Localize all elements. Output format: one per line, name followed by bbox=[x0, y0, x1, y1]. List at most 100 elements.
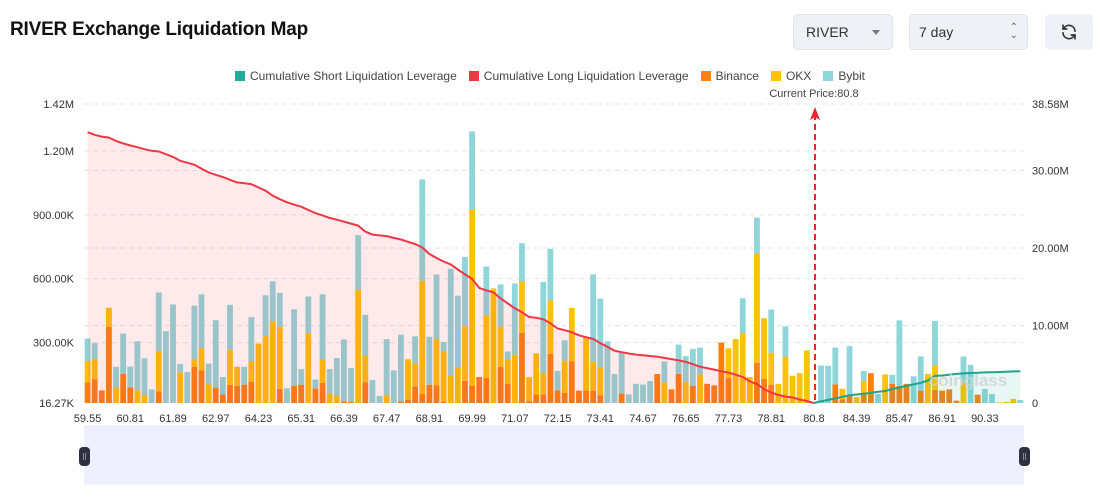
bar-bybit bbox=[519, 243, 525, 282]
bar-bybit bbox=[184, 372, 191, 403]
bar-bybit bbox=[426, 336, 433, 385]
legend-item-bybit[interactable]: Bybit bbox=[823, 69, 865, 83]
bar-binance bbox=[832, 384, 839, 403]
bar-okx bbox=[775, 383, 782, 403]
bar-okx bbox=[276, 326, 283, 389]
bar-bybit bbox=[846, 346, 853, 395]
bar-okx bbox=[932, 365, 938, 390]
bar-okx bbox=[355, 289, 362, 403]
bar-okx bbox=[205, 384, 212, 403]
bar-bybit bbox=[825, 365, 832, 403]
bar-binance bbox=[476, 377, 483, 403]
x-axis-tick-label: 74.67 bbox=[629, 413, 657, 425]
legend-label: Cumulative Long Liquidation Leverage bbox=[483, 69, 689, 83]
bar-binance bbox=[554, 390, 561, 403]
bar-bybit bbox=[134, 341, 141, 390]
bar-okx bbox=[113, 387, 119, 403]
symbol-select[interactable]: RIVER bbox=[793, 14, 893, 50]
x-axis-tick-label: 77.73 bbox=[715, 413, 743, 425]
bar-bybit bbox=[782, 326, 789, 357]
bar-bybit bbox=[682, 356, 689, 382]
refresh-icon bbox=[1062, 24, 1076, 40]
x-axis-tick-label: 90.33 bbox=[971, 413, 999, 425]
bar-binance bbox=[583, 390, 589, 403]
bar-bybit bbox=[739, 298, 746, 334]
bar-binance bbox=[618, 393, 625, 403]
bar-bybit bbox=[383, 339, 390, 396]
legend-label: OKX bbox=[785, 69, 812, 83]
bar-binance bbox=[469, 385, 476, 403]
bar-okx bbox=[739, 333, 746, 403]
bar-binance bbox=[462, 380, 468, 403]
legend-swatch bbox=[468, 71, 479, 81]
bar-bybit bbox=[148, 389, 155, 403]
bar-okx bbox=[504, 359, 511, 385]
bar-okx bbox=[447, 375, 454, 403]
bar-okx bbox=[177, 372, 184, 403]
bar-binance bbox=[219, 394, 226, 403]
bar-okx bbox=[255, 343, 262, 403]
right-axis-tick-label: 10.00M bbox=[1032, 320, 1069, 332]
x-axis-tick-label: 84.39 bbox=[843, 413, 871, 425]
x-axis-tick-label: 61.89 bbox=[159, 413, 187, 425]
x-axis-tick-label: 71.07 bbox=[501, 413, 529, 425]
range-select[interactable]: 7 day ⌃ ⌄ bbox=[909, 14, 1028, 50]
bar-bybit bbox=[397, 334, 404, 402]
bar-binance bbox=[426, 384, 433, 403]
bar-okx bbox=[490, 288, 497, 403]
bar-binance bbox=[341, 401, 347, 403]
bar-binance bbox=[198, 370, 205, 403]
refresh-button[interactable] bbox=[1045, 14, 1093, 50]
bar-bybit bbox=[319, 294, 326, 360]
bar-bybit bbox=[875, 394, 881, 403]
bar-binance bbox=[212, 387, 219, 403]
bar-bybit bbox=[305, 296, 312, 334]
bar-bybit bbox=[440, 341, 447, 352]
bar-binance bbox=[568, 361, 575, 403]
left-axis-tick-label: 1.42M bbox=[43, 99, 74, 111]
bar-bybit bbox=[326, 369, 333, 394]
bar-binance bbox=[946, 389, 953, 403]
bar-okx bbox=[462, 325, 468, 381]
zoom-slider-left-handle[interactable] bbox=[79, 447, 90, 466]
bar-bybit bbox=[198, 294, 205, 349]
zoom-slider-track[interactable] bbox=[84, 425, 1024, 485]
legend-item-long[interactable]: Cumulative Long Liquidation Leverage bbox=[468, 69, 689, 83]
page-title: RIVER Exchange Liquidation Map bbox=[10, 19, 309, 40]
bar-okx bbox=[860, 381, 867, 394]
bar-binance bbox=[846, 394, 853, 403]
bar-bybit bbox=[989, 394, 995, 403]
bar-bybit bbox=[960, 356, 967, 383]
left-axis-tick-label: 600.00K bbox=[33, 274, 75, 286]
bar-bybit bbox=[262, 295, 269, 337]
bar-okx bbox=[483, 315, 490, 379]
legend-swatch bbox=[234, 71, 245, 81]
bar-bybit bbox=[355, 235, 362, 290]
bar-binance bbox=[227, 384, 233, 403]
bar-okx bbox=[547, 300, 554, 354]
zoom-slider-right-handle[interactable] bbox=[1019, 447, 1030, 466]
legend-item-binance[interactable]: Binance bbox=[700, 69, 759, 83]
bar-okx bbox=[469, 209, 476, 386]
bar-okx bbox=[725, 348, 732, 379]
bar-bybit bbox=[141, 358, 148, 396]
bar-binance bbox=[106, 326, 112, 403]
bar-bybit bbox=[291, 309, 297, 386]
bar-okx bbox=[511, 354, 518, 403]
bar-bybit bbox=[632, 383, 639, 403]
bar-binance bbox=[576, 390, 582, 403]
bar-bybit bbox=[433, 274, 440, 340]
bar-binance bbox=[839, 399, 846, 403]
bar-okx bbox=[155, 351, 162, 392]
bar-binance bbox=[84, 382, 91, 403]
bar-okx bbox=[882, 374, 889, 403]
bar-bybit bbox=[162, 331, 169, 403]
bar-okx bbox=[106, 307, 112, 327]
legend-item-short[interactable]: Cumulative Short Liquidation Leverage bbox=[234, 69, 457, 83]
bar-bybit bbox=[818, 365, 824, 403]
bar-okx bbox=[454, 367, 461, 403]
bar-binance bbox=[761, 378, 767, 403]
bar-bybit bbox=[604, 341, 611, 403]
legend-item-okx[interactable]: OKX bbox=[770, 69, 812, 83]
bar-bybit bbox=[860, 371, 867, 382]
